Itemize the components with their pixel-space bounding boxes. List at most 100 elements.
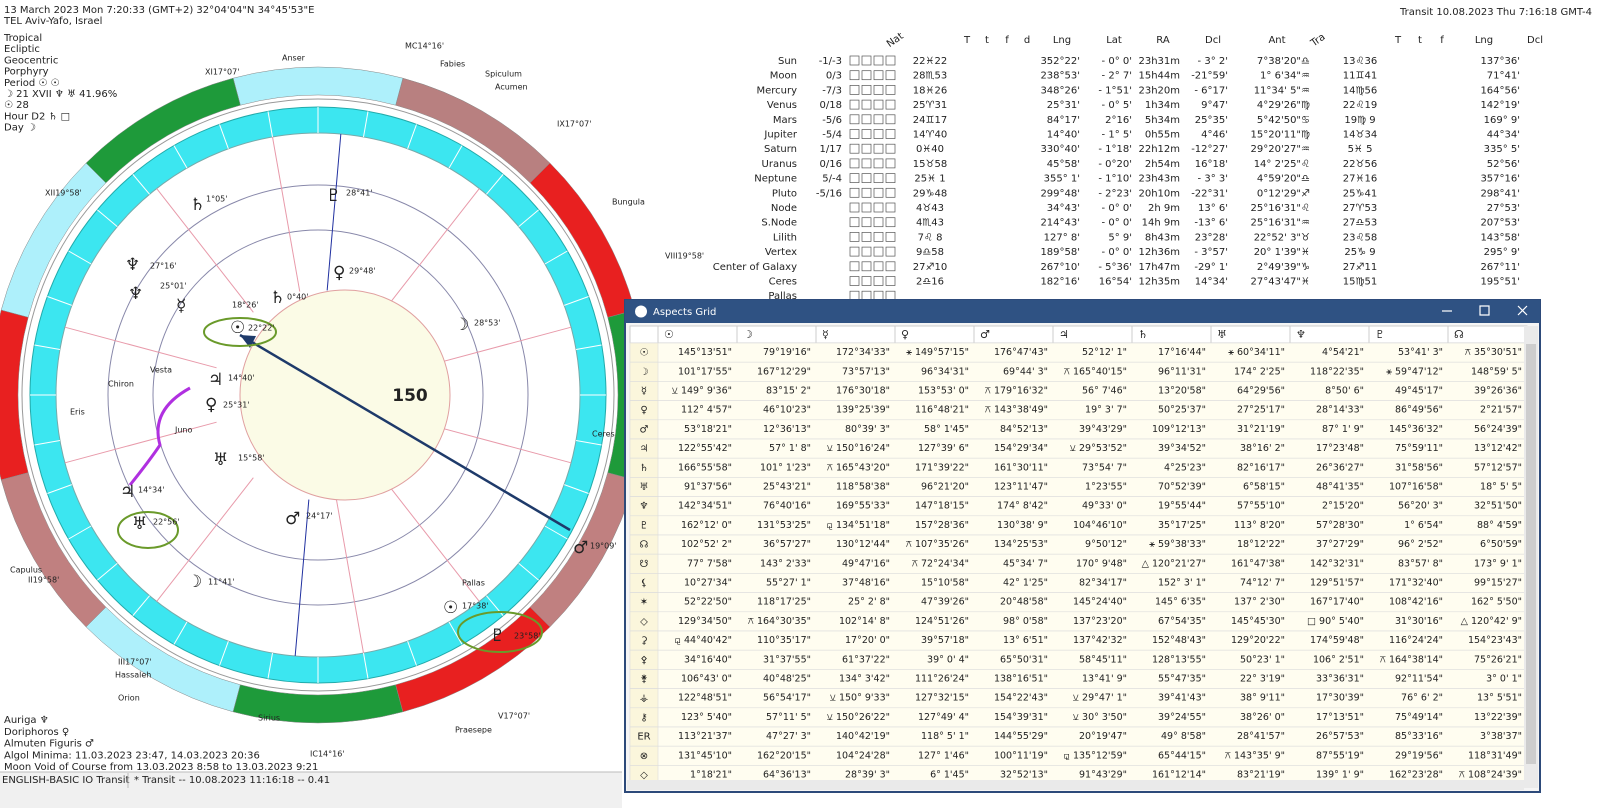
row-glyph: ♃ (640, 444, 649, 455)
grid-cell: 145°24'40" (1073, 597, 1127, 608)
grid-cell: 13°12'42" (1474, 443, 1522, 454)
grid-cell: 101° 1'23" (760, 462, 811, 473)
grid-cell: 96°21'20" (921, 482, 969, 493)
grid-cell: 98° 0'58" (1003, 616, 1048, 627)
row-glyph: ⚸ (640, 578, 647, 589)
grid-cell: 116°24'24" (1389, 635, 1443, 646)
grid-cell: 19° 3' 7" (1085, 405, 1127, 416)
grid-cell: ⚻ 164°38'14" (1380, 654, 1443, 665)
row-glyph: ⚷ (640, 712, 647, 723)
degree-tick (219, 124, 229, 149)
table-cell: 22♓22 (913, 56, 947, 67)
place: TEL Aviv-Yafo, Israel (3, 16, 102, 27)
table-cell: 0h55m (1145, 130, 1180, 141)
column-glyph: ☿ (822, 328, 829, 341)
planet-glyph: ♅ (132, 514, 147, 534)
grid-cell: 2°15'20" (1322, 501, 1364, 512)
wheel-label: 14°34' (138, 486, 165, 495)
grid-cell: 138°16'51" (994, 674, 1048, 685)
row-glyph: ♀ (640, 405, 647, 416)
grid-cell: 65°44'15" (1158, 750, 1206, 761)
grid-cell: 52°22'50" (684, 597, 732, 608)
grid-cell: 18°12'22" (1237, 539, 1285, 550)
symbol-box (885, 202, 896, 213)
grid-cell: 131°53'25" (757, 520, 811, 531)
symbol-box (885, 129, 896, 139)
grid-cell: 147°18'15" (915, 501, 969, 512)
column-header: T (963, 35, 971, 46)
grid-cell: 57°28'30" (1316, 520, 1364, 531)
degree-tick (47, 484, 72, 494)
grid-cell: 28°39' 3" (845, 770, 890, 781)
degree-tick (486, 174, 504, 195)
maximize-button[interactable] (1479, 305, 1490, 316)
grid-cell: 55°27' 1" (766, 578, 811, 589)
grid-cell: 113° 8'20" (1234, 520, 1285, 531)
scroll-thumb[interactable] (1526, 344, 1536, 764)
table-cell: 29°20'27"♒ (1251, 144, 1311, 155)
table-cell: 137°36' (1480, 56, 1520, 67)
grid-cell: 69°44' 3" (1003, 366, 1048, 377)
table-cell: Uranus (762, 159, 797, 170)
grid-cell: 170° 9'48" (1076, 558, 1127, 569)
table-cell: S.Node (761, 218, 797, 229)
degree-tick (34, 344, 61, 350)
table-cell: Vertex (765, 247, 797, 258)
wheel-label: Fabies (440, 60, 465, 69)
grid-cell: ⚹ 59°38'33" (1149, 539, 1206, 550)
close-button[interactable] (1517, 305, 1528, 316)
table-cell: Venus (767, 100, 797, 111)
column-glyph: ♆ (1296, 328, 1306, 341)
grid-cell: 49°47'16" (842, 558, 890, 569)
symbol-box (873, 217, 884, 228)
symbol-box (861, 261, 872, 272)
grid-cell: 15°10'58" (921, 578, 969, 589)
table-cell: Pluto (772, 188, 797, 199)
degree-tick (518, 563, 539, 581)
table-cell: 15♉58 (913, 159, 947, 170)
wheel-label: Vesta (150, 366, 172, 375)
column-header: Lng (1475, 35, 1493, 46)
column-glyph: ♀ (901, 328, 909, 341)
column-header: Nat (885, 31, 906, 50)
symbol-box (873, 276, 884, 286)
table-cell: 44°34' (1487, 130, 1520, 141)
grid-cell: 67°54'35" (1158, 616, 1206, 627)
setting: Hour D2 ♄ □ (4, 111, 70, 122)
row-glyph: ⚵ (640, 674, 647, 685)
table-cell: 5°42'50"♋ (1257, 115, 1310, 126)
wheel-label: MC14°16' (405, 42, 444, 51)
wheel-label: Eris (70, 408, 85, 417)
grid-cell: 130°38' 9" (997, 520, 1048, 531)
grid-cell: 116°48'21" (915, 405, 969, 416)
degree-tick (97, 209, 118, 227)
degree-tick (267, 111, 273, 138)
table-cell: 29♑48 (913, 188, 947, 199)
grid-cell: 33°36'31" (1316, 674, 1364, 685)
symbol-box (849, 85, 860, 95)
table-cell: -5/6 (822, 115, 842, 126)
grid-cell: ⚺ 150°16'24" (827, 443, 890, 454)
symbol-box (849, 261, 860, 272)
wheel-label: IC14°16' (310, 750, 345, 759)
degree-tick (407, 641, 417, 666)
footer-line: Moon Void of Course from 13.03.2023 8:58… (4, 762, 318, 773)
house-cusp (64, 326, 217, 369)
table-cell: -22°31' (1191, 188, 1228, 199)
grid-cell: 73°54' 7" (1082, 462, 1127, 473)
table-cell: - 2°23' (1098, 188, 1132, 199)
degree-tick (173, 145, 188, 169)
grid-cell: 39°57'18" (921, 635, 969, 646)
annotation: 150 (392, 386, 428, 406)
status-bar (0, 772, 622, 808)
grid-cell: 64°29'56" (1237, 386, 1285, 397)
degree-tick (173, 621, 188, 645)
column-header: Tra (1308, 32, 1327, 50)
table-cell: 330°40' (1040, 144, 1080, 155)
highlight (457, 611, 543, 653)
table-cell: - 1°18' (1098, 144, 1132, 155)
grid-cell: 84°52'13" (1000, 424, 1048, 435)
grid-cell: 154°22'43" (994, 693, 1048, 704)
row-glyph: ✶ (640, 597, 648, 608)
